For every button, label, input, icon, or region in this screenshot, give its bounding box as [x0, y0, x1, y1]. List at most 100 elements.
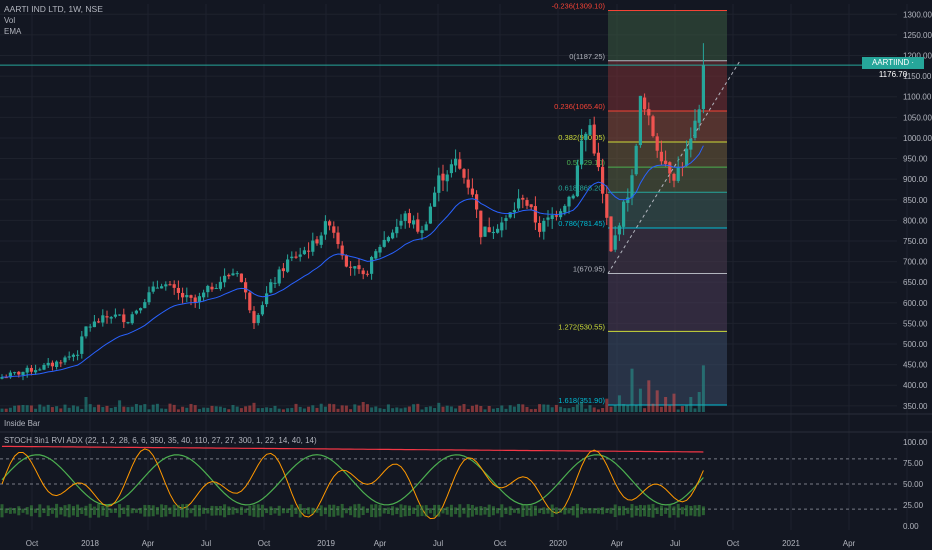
chart-grid: [0, 4, 908, 530]
candle-body: [277, 269, 281, 284]
candle-body: [273, 282, 277, 284]
y-axis-tick-label: 950.00: [903, 155, 928, 164]
oscillator-tick-label: 50.00: [903, 480, 924, 489]
candle-body: [622, 201, 626, 227]
volume-bar: [109, 408, 113, 412]
volume-bar: [496, 407, 500, 412]
adx-histogram-bar: [449, 504, 453, 517]
adx-histogram-bar: [466, 504, 470, 518]
candle-body: [80, 336, 84, 354]
volume-bar: [168, 403, 172, 412]
candle-body: [697, 109, 701, 123]
candle-body: [504, 218, 508, 222]
fib-band: [608, 273, 727, 332]
volume-bar: [349, 409, 353, 412]
candle-body: [290, 256, 294, 259]
volume-bar: [487, 405, 491, 412]
adx-histogram-bar: [483, 506, 487, 515]
candle-body: [260, 305, 264, 315]
candle-body: [46, 362, 50, 366]
volume-bar: [479, 405, 483, 412]
adx-histogram-bar: [8, 507, 12, 514]
volume-bar: [13, 405, 17, 412]
adx-histogram-bar: [370, 504, 374, 518]
adx-histogram-bar: [59, 506, 63, 515]
adx-histogram-bar: [63, 505, 67, 517]
volume-bar: [181, 406, 185, 412]
volume-bar: [59, 408, 63, 412]
candle-body: [466, 179, 470, 188]
candle-body: [323, 221, 327, 235]
volume-bar: [622, 404, 626, 412]
volume-bar: [525, 406, 529, 412]
ema-line: [1, 145, 704, 378]
candle-body: [0, 377, 4, 379]
stoch-indicator-label[interactable]: STOCH 3in1 RVI ADX (22, 1, 2, 28, 6, 6, …: [4, 436, 317, 445]
candle-body: [571, 195, 575, 199]
candle-body: [92, 321, 96, 328]
candle-body: [185, 295, 189, 298]
volume-bar: [470, 405, 474, 412]
volume-bar: [580, 402, 584, 412]
volume-bar: [357, 405, 361, 412]
ema-indicator-label[interactable]: EMA: [4, 27, 22, 36]
adx-histogram-bar: [134, 508, 138, 513]
volume-indicator-label[interactable]: Vol: [4, 16, 16, 25]
candle-body: [13, 372, 17, 374]
candle-body: [244, 282, 248, 293]
volume-bar: [88, 404, 92, 412]
candle-body: [693, 120, 697, 139]
volume-bar: [391, 408, 395, 412]
adx-histogram-bar: [0, 504, 4, 518]
candle-body: [319, 235, 323, 245]
adx-histogram-bar: [46, 505, 50, 517]
adx-histogram-bar: [67, 504, 71, 518]
volume-bar: [139, 405, 143, 412]
volume-bar: [353, 404, 357, 412]
adx-histogram-bar: [592, 508, 596, 514]
candle-body: [563, 205, 567, 213]
adx-histogram-bar: [344, 508, 348, 514]
inside-bar-label[interactable]: Inside Bar: [4, 419, 41, 428]
y-axis-tick-label: 500.00: [903, 340, 928, 349]
fib-band: [608, 60, 727, 111]
volume-bar: [382, 408, 386, 412]
candle-body: [307, 250, 311, 252]
volume-bar: [592, 407, 596, 412]
candle-body: [17, 371, 21, 375]
candle-body: [118, 314, 122, 316]
adx-histogram-bar: [323, 507, 327, 515]
volume-bar: [529, 409, 533, 412]
adx-histogram-bar: [302, 508, 306, 514]
y-axis-tick-label: 450.00: [903, 361, 928, 370]
adx-histogram-bar: [109, 508, 113, 513]
volume-bar: [596, 409, 600, 412]
candle-body: [449, 164, 453, 174]
volume-bar: [29, 405, 33, 412]
candle-body: [50, 362, 54, 367]
candle-body: [84, 326, 88, 337]
adx-histogram-bar: [470, 504, 474, 517]
candle-body: [328, 221, 332, 226]
oscillator-tick-label: 75.00: [903, 459, 924, 468]
volume-bar: [269, 408, 273, 412]
adx-histogram-bar: [668, 503, 672, 518]
candle-body: [525, 200, 529, 206]
volume-bar: [34, 408, 38, 412]
y-axis-tick-label: 750.00: [903, 237, 928, 246]
fibonacci-retracement[interactable]: -0.236(1309.10) 0(1187.25) 0.236(1065.40) 0…: [552, 2, 741, 406]
candle-body: [391, 232, 395, 239]
adx-histogram-bar: [42, 508, 46, 513]
volume-bar: [265, 407, 269, 412]
adx-histogram-bar: [403, 505, 407, 517]
adx-histogram-bar: [252, 504, 256, 517]
volume-bar: [319, 403, 323, 412]
volume-bar: [395, 407, 399, 412]
volume-bar: [689, 397, 693, 412]
adx-histogram-bar: [563, 507, 567, 515]
adx-histogram-bar: [143, 504, 147, 517]
candle-body: [412, 220, 416, 225]
candle-body: [554, 215, 558, 217]
volume-bar: [63, 404, 67, 412]
